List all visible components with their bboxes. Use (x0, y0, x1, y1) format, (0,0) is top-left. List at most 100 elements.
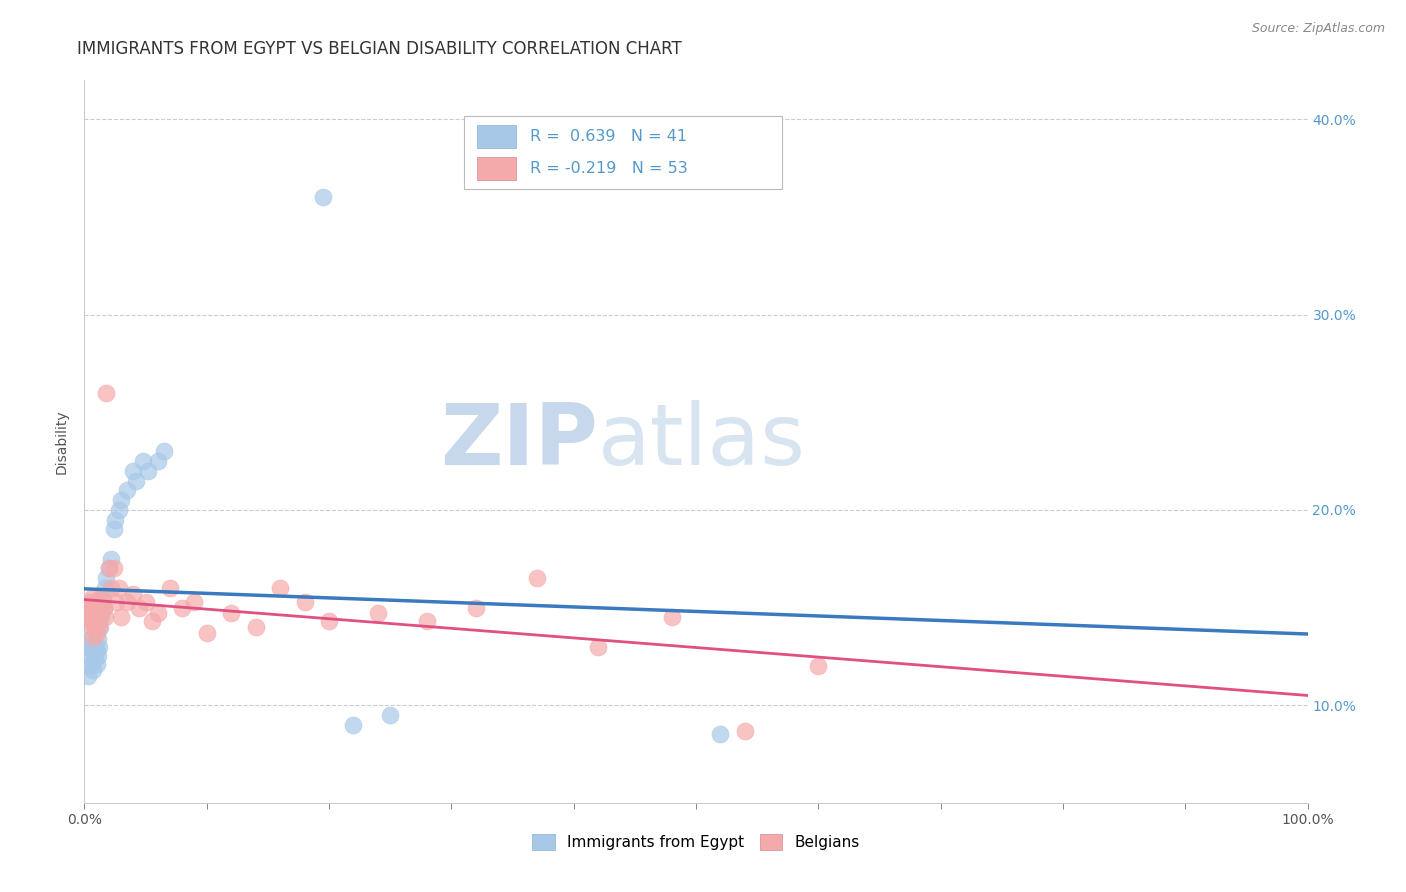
Point (93, 600, 115, 615)
Point (94, 581, 117, 595)
Text: ZIP: ZIP (440, 400, 598, 483)
Point (82, 640, 104, 654)
Text: Source: ZipAtlas.com: Source: ZipAtlas.com (1251, 22, 1385, 36)
Point (90, 610, 112, 624)
Point (195, 626, 218, 640)
Point (84, 641, 107, 656)
FancyBboxPatch shape (477, 157, 516, 180)
Point (96, 571, 118, 585)
Point (107, 581, 129, 595)
Point (153, 444, 176, 458)
Point (115, 595, 138, 609)
Point (86, 657, 108, 672)
Point (89, 591, 111, 605)
Point (100, 551, 122, 566)
Point (115, 483, 138, 498)
Point (82, 663, 104, 677)
Point (367, 607, 389, 621)
Point (84, 595, 107, 609)
Point (122, 587, 145, 601)
Point (87, 614, 110, 628)
Point (146, 607, 169, 621)
Point (97, 561, 120, 575)
Point (342, 717, 364, 731)
Point (86, 626, 108, 640)
Point (103, 523, 125, 537)
Point (86, 610, 108, 624)
Legend: Immigrants from Egypt, Belgians: Immigrants from Egypt, Belgians (526, 829, 866, 856)
Point (87, 620, 110, 634)
Point (122, 464, 145, 478)
Point (79, 649, 101, 664)
Point (183, 595, 205, 609)
Point (380, 707, 402, 722)
Point (128, 600, 150, 615)
Point (91, 595, 114, 609)
Point (107, 503, 129, 517)
Text: R = -0.219   N = 53: R = -0.219 N = 53 (530, 161, 688, 176)
Point (245, 620, 267, 634)
Point (90, 607, 112, 621)
Point (87, 632, 110, 646)
Point (104, 513, 127, 527)
Point (135, 595, 157, 609)
Point (318, 614, 340, 628)
Point (110, 493, 132, 508)
Point (86, 643, 108, 657)
Point (105, 595, 128, 609)
Point (77, 669, 100, 683)
Point (586, 640, 609, 654)
Point (294, 595, 316, 609)
Point (79, 607, 101, 621)
Point (146, 454, 169, 468)
Point (416, 614, 439, 628)
Point (84, 618, 107, 632)
Text: IMMIGRANTS FROM EGYPT VS BELGIAN DISABILITY CORRELATION CHART: IMMIGRANTS FROM EGYPT VS BELGIAN DISABIL… (77, 40, 682, 58)
Point (77, 600, 100, 615)
Point (312, 190, 335, 204)
Point (83, 645, 105, 659)
Point (734, 723, 756, 738)
Point (709, 727, 731, 741)
Point (464, 600, 486, 615)
Point (83, 614, 105, 628)
Point (94, 610, 117, 624)
Point (87, 640, 110, 654)
Point (91, 591, 114, 605)
Point (83, 607, 105, 621)
Point (219, 607, 242, 621)
Point (132, 454, 155, 468)
Point (172, 600, 194, 615)
Point (159, 581, 181, 595)
Point (79, 640, 101, 654)
Point (82, 600, 104, 615)
Point (80, 591, 103, 605)
Point (136, 464, 159, 478)
Point (110, 610, 132, 624)
FancyBboxPatch shape (477, 125, 516, 148)
Point (80, 630, 103, 644)
Point (87, 649, 110, 664)
Point (79, 595, 101, 609)
Point (84, 651, 107, 665)
FancyBboxPatch shape (464, 117, 782, 189)
Point (89, 620, 111, 634)
Point (661, 610, 683, 624)
Point (96, 385, 118, 400)
Point (100, 581, 122, 595)
Point (82, 630, 104, 644)
Text: atlas: atlas (598, 400, 806, 483)
Point (807, 659, 830, 673)
Point (93, 600, 115, 615)
Text: R =  0.639   N = 41: R = 0.639 N = 41 (530, 129, 686, 145)
Point (77, 614, 100, 628)
Point (526, 571, 548, 585)
Point (103, 561, 125, 575)
Point (83, 635, 105, 649)
Point (125, 474, 148, 488)
Point (97, 561, 120, 575)
Point (80, 643, 103, 657)
Y-axis label: Disability: Disability (55, 409, 69, 474)
Point (141, 614, 163, 628)
Point (82, 655, 104, 669)
